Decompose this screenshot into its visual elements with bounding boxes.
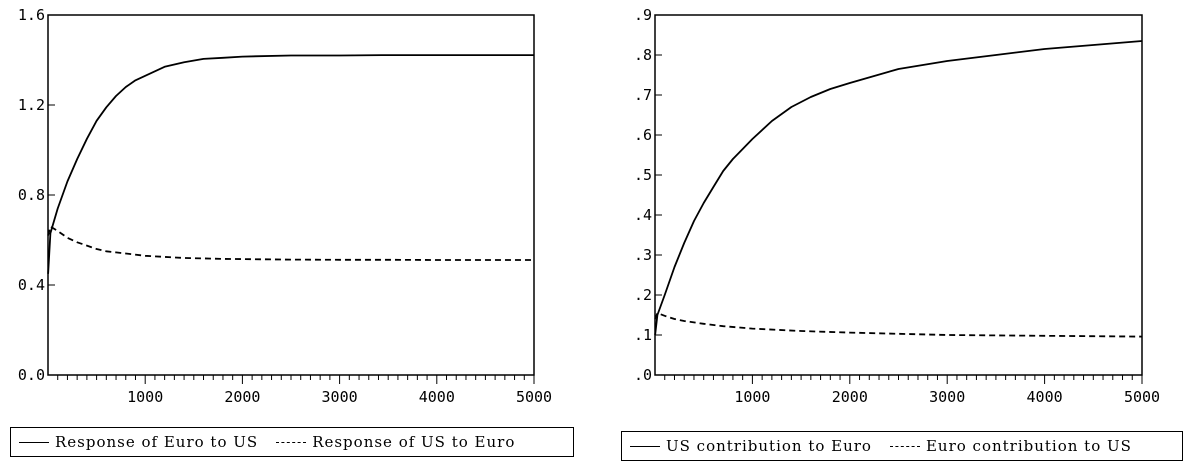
y-tick-label: 1.2 xyxy=(18,96,45,114)
legend-entry-us-to-euro: Response of US to Euro xyxy=(276,433,515,451)
legend-right: US contribution to Euro Euro contributio… xyxy=(621,431,1183,461)
series-line-euro-contribution-to-us xyxy=(654,312,1143,338)
legend-entry-euro-to-us: Response of Euro to US xyxy=(19,433,258,451)
x-tick-label: 5000 xyxy=(516,388,552,406)
y-tick-label: 0.4 xyxy=(18,276,45,294)
series-line-response-of-us-to-euro xyxy=(47,225,534,261)
x-tick-label: 5000 xyxy=(1124,388,1160,406)
x-tick-label: 3000 xyxy=(322,388,358,406)
legend-entry-euro-contribution: Euro contribution to US xyxy=(889,437,1132,455)
legend-label: Response of Euro to US xyxy=(55,433,259,451)
y-tick-label: 0.8 xyxy=(18,186,45,204)
plot-frame-left xyxy=(47,14,535,376)
y-tick-label: .4 xyxy=(634,206,652,224)
y-tick-label: .7 xyxy=(634,86,652,104)
series-line-us-contribution-to-euro xyxy=(654,40,1143,336)
y-tick-label: .6 xyxy=(634,126,652,144)
y-tick-label: .2 xyxy=(634,286,652,304)
x-tick-label: 1000 xyxy=(734,388,770,406)
y-tick-label: .9 xyxy=(634,6,652,24)
legend-label: US contribution to Euro xyxy=(666,437,872,455)
x-tick-label: 4000 xyxy=(1027,388,1063,406)
legend-dashed-swatch xyxy=(276,441,307,443)
y-tick-label: .8 xyxy=(634,46,652,64)
x-tick-label: 2000 xyxy=(832,388,868,406)
legend-dashed-swatch xyxy=(889,445,920,447)
x-tick-label: 3000 xyxy=(929,388,965,406)
legend-label: Euro contribution to US xyxy=(925,437,1132,455)
y-tick-label: 1.6 xyxy=(18,6,45,24)
x-tick-label: 1000 xyxy=(127,388,163,406)
series-line-response-of-euro-to-us xyxy=(47,54,534,274)
legend-left: Response of Euro to US Response of US to… xyxy=(10,427,574,457)
legend-label: Response of US to Euro xyxy=(312,433,516,451)
legend-solid-swatch xyxy=(630,445,660,447)
y-tick-label: .0 xyxy=(634,366,652,384)
x-tick-label: 4000 xyxy=(419,388,455,406)
x-tick-label: 2000 xyxy=(224,388,260,406)
y-tick-label: 0.0 xyxy=(18,366,45,384)
y-tick-label: .5 xyxy=(634,166,652,184)
legend-solid-swatch xyxy=(19,441,49,443)
y-tick-label: .1 xyxy=(634,326,652,344)
legend-entry-us-contribution: US contribution to Euro xyxy=(630,437,872,455)
y-tick-label: .3 xyxy=(634,246,652,264)
